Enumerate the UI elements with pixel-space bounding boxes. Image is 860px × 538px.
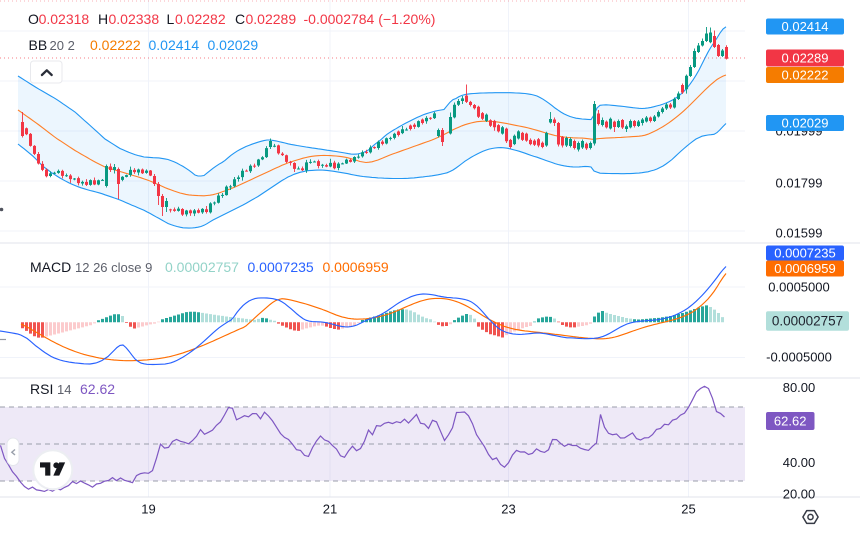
svg-text:21: 21 <box>323 502 337 517</box>
svg-text:0.0007235: 0.0007235 <box>248 259 314 275</box>
svg-text:0.02222: 0.02222 <box>782 68 829 83</box>
svg-text:0.02414: 0.02414 <box>782 19 829 34</box>
svg-text:62.62: 62.62 <box>80 381 115 397</box>
svg-text:0.0005000: 0.0005000 <box>768 280 829 295</box>
svg-text:0.02338: 0.02338 <box>109 11 160 27</box>
svg-text:O: O <box>28 11 39 27</box>
svg-text:0.02282: 0.02282 <box>175 11 226 27</box>
svg-text:14: 14 <box>57 382 71 397</box>
svg-text:0.02029: 0.02029 <box>782 116 829 131</box>
svg-text:0.02029: 0.02029 <box>208 37 259 53</box>
svg-text:0.02289: 0.02289 <box>782 51 829 66</box>
svg-text:25: 25 <box>681 502 695 517</box>
svg-text:BB: BB <box>29 37 48 53</box>
svg-text:0.01599: 0.01599 <box>776 226 823 241</box>
svg-text:-0.0005000: -0.0005000 <box>766 350 832 365</box>
svg-text:C: C <box>235 11 245 27</box>
svg-text:20.00: 20.00 <box>783 487 816 502</box>
svg-text:80.00: 80.00 <box>783 380 816 395</box>
svg-text:0.02414: 0.02414 <box>149 37 200 53</box>
svg-text:40.00: 40.00 <box>783 455 816 470</box>
svg-text:0.0006959: 0.0006959 <box>774 261 835 276</box>
svg-text:12 26 close 9: 12 26 close 9 <box>75 260 152 275</box>
svg-text:0.0007235: 0.0007235 <box>774 246 835 261</box>
svg-text:-0.0002784 (−1.20%): -0.0002784 (−1.20%) <box>304 11 436 27</box>
svg-text:H: H <box>98 11 108 27</box>
svg-text:20 2: 20 2 <box>50 38 75 53</box>
svg-text:62.62: 62.62 <box>774 414 807 429</box>
svg-text:RSI: RSI <box>30 381 53 397</box>
svg-text:0.0006959: 0.0006959 <box>323 259 389 275</box>
svg-text:19: 19 <box>141 502 155 517</box>
svg-text:0.02318: 0.02318 <box>39 11 90 27</box>
svg-text:0.00002757: 0.00002757 <box>772 314 843 329</box>
svg-text:0.02289: 0.02289 <box>246 11 297 27</box>
svg-text:0.01799: 0.01799 <box>776 176 823 191</box>
svg-text:0.00002757: 0.00002757 <box>165 259 239 275</box>
svg-text:0.02222: 0.02222 <box>90 37 141 53</box>
svg-text:23: 23 <box>501 502 515 517</box>
svg-text:L: L <box>167 11 175 27</box>
svg-text:MACD: MACD <box>30 259 71 275</box>
